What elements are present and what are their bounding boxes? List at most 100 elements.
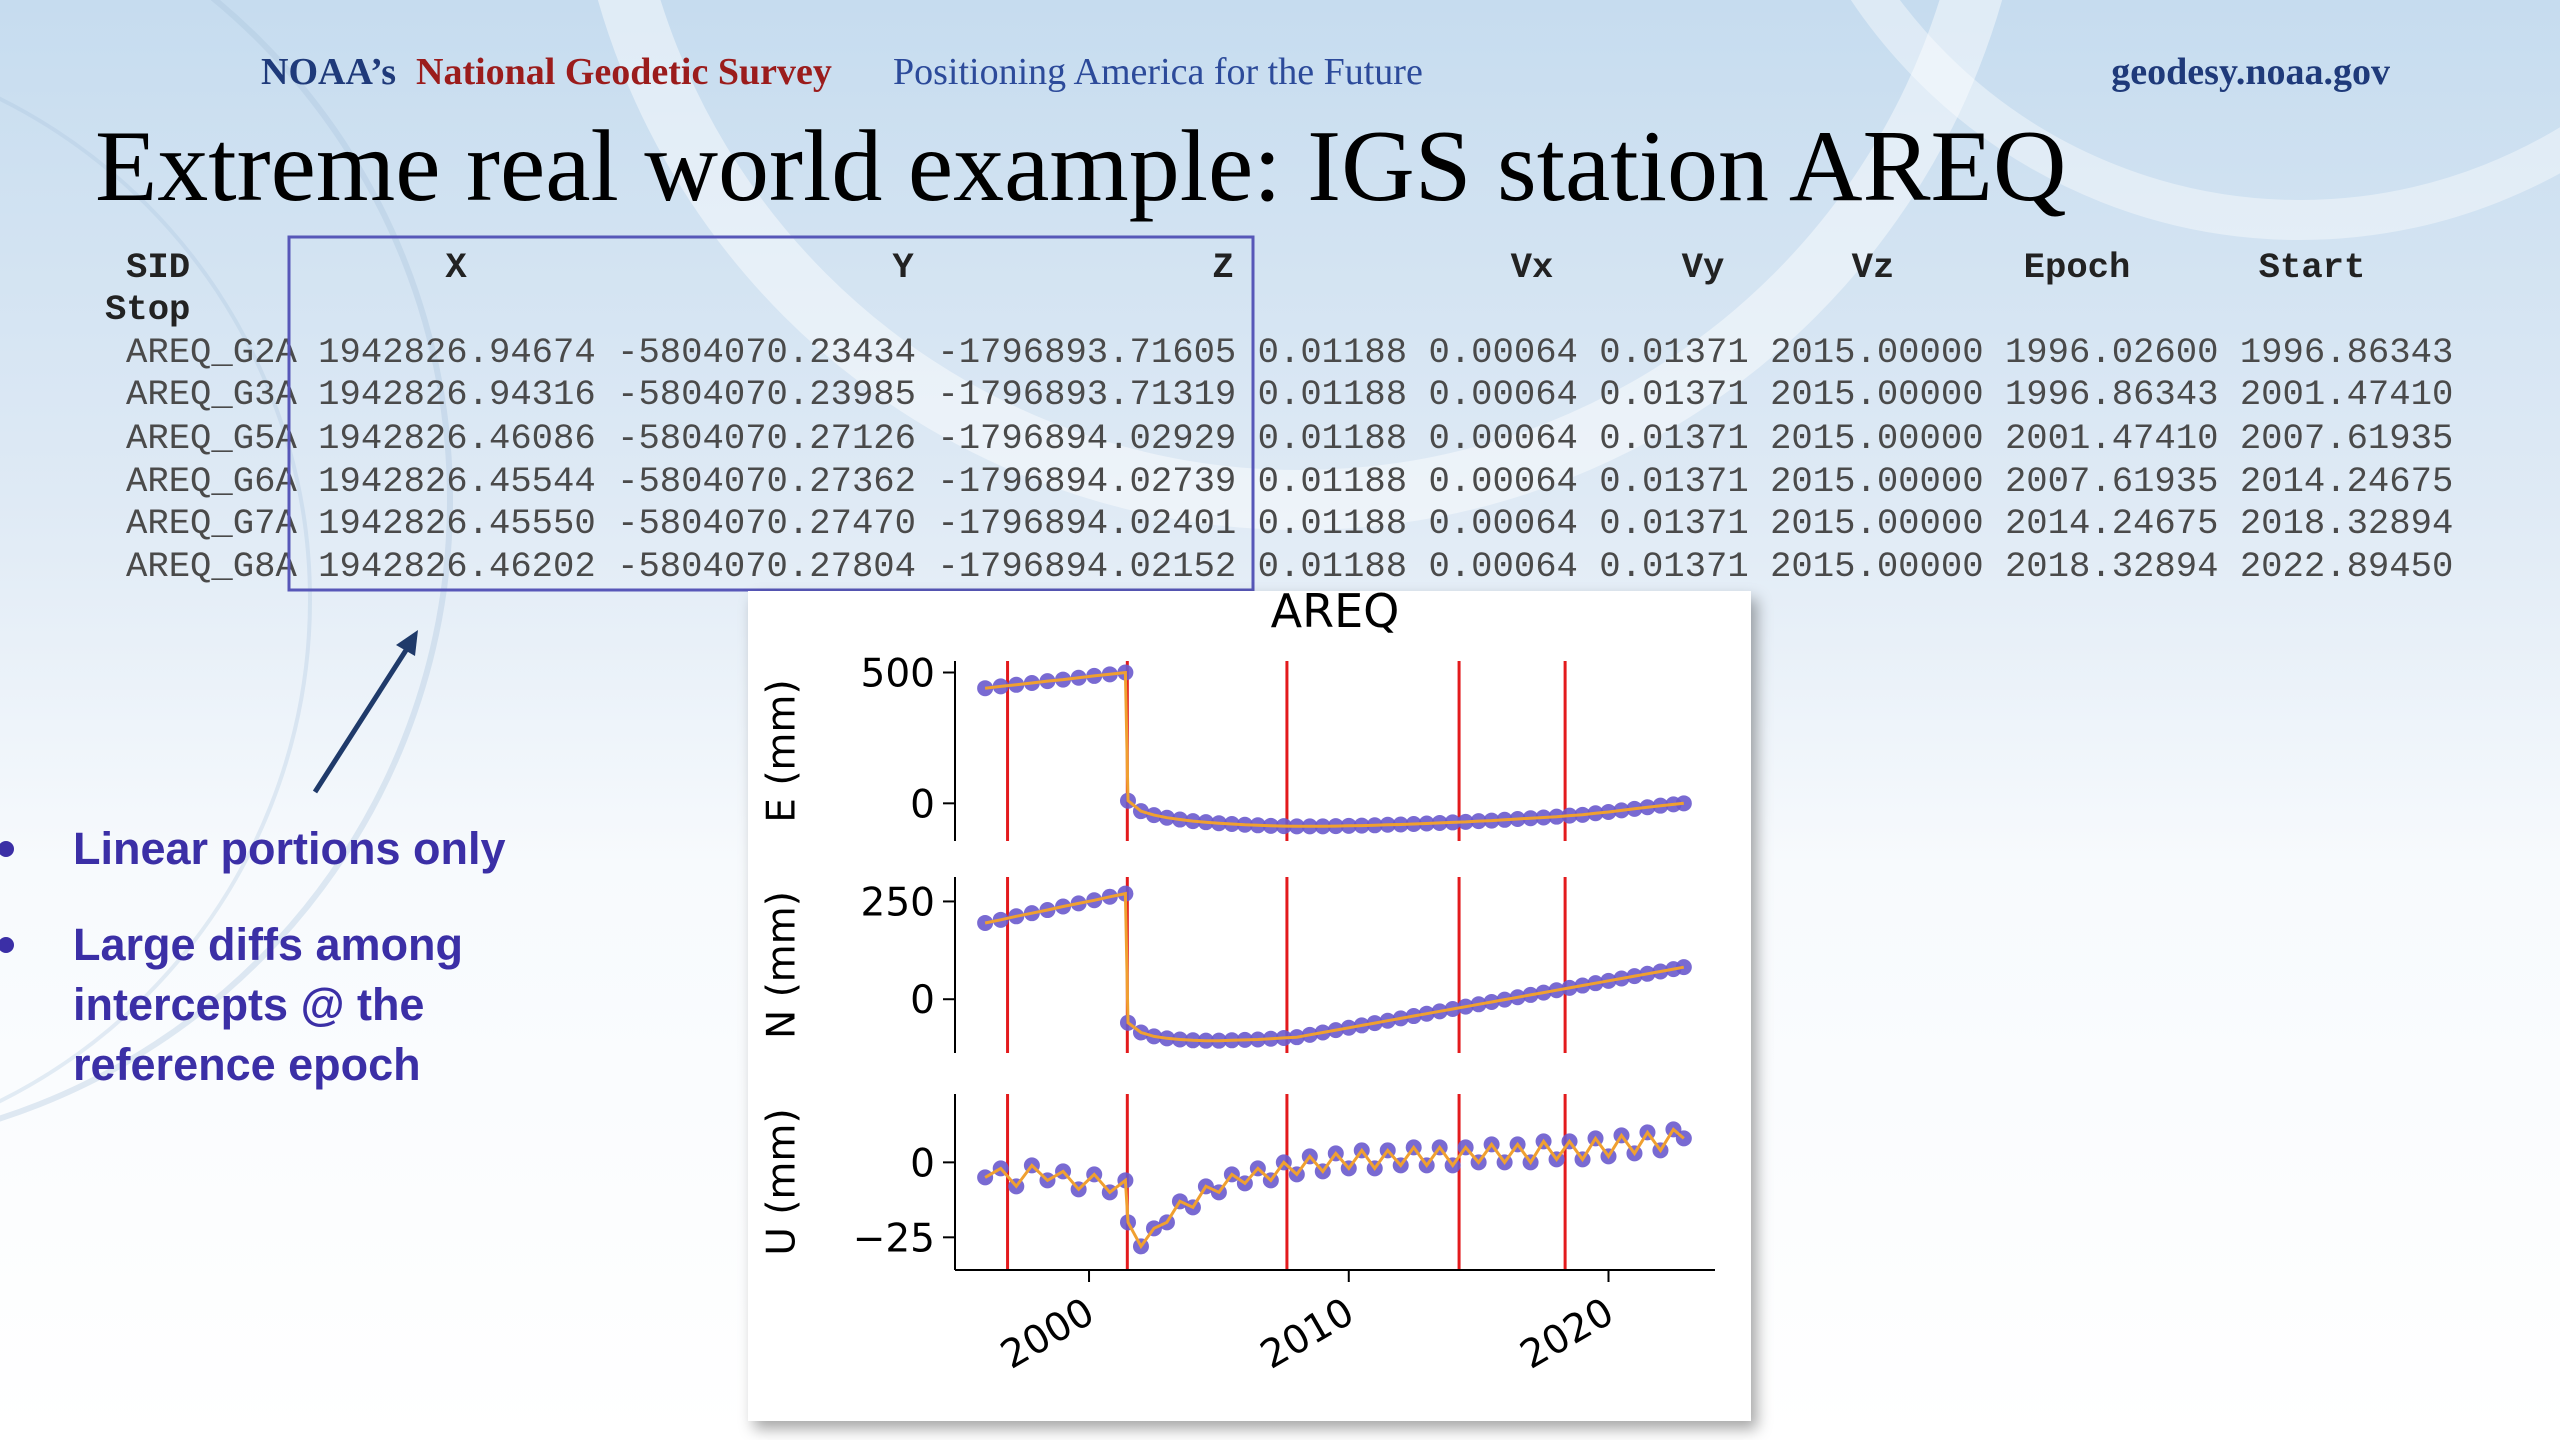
table-cell: -1796894.02739 — [937, 461, 1237, 502]
model-line — [984, 891, 1685, 1043]
y-axis-label: U (mm) — [760, 1108, 805, 1255]
bullet-dot — [0, 937, 14, 953]
table-cell: -1796894.02401 — [937, 503, 1237, 544]
y-tick-label: 0 — [910, 978, 935, 1023]
table-cell: 0.00064 — [1428, 461, 1578, 502]
table-cell: AREQ_G6A — [126, 461, 297, 502]
table-cell: 2007.61935 — [2004, 461, 2219, 502]
x-tick-label: 2020 — [1513, 1290, 1621, 1379]
table-cell: 1942826.46202 — [318, 546, 596, 587]
data-point — [1675, 795, 1692, 812]
table-cell: 2015.00000 — [1770, 546, 1984, 587]
table-cell: -5804070.27126 — [617, 418, 916, 459]
table-cell: 2018.32894 — [2239, 503, 2454, 544]
y-axis-label: N (mm) — [760, 891, 805, 1039]
table-cell: -1796894.02929 — [937, 418, 1237, 459]
table-row: AREQ_G5A 1942826.46086 -5804070.27126 -1… — [126, 419, 2453, 459]
table-row: AREQ_G8A 1942826.46202 -5804070.27804 -1… — [126, 547, 2453, 587]
y-tick-label: 0 — [910, 1141, 935, 1186]
table-cell: 0.01188 — [1257, 332, 1408, 373]
table-cell: 0.01371 — [1599, 332, 1749, 373]
bullet-dot — [0, 841, 14, 857]
table-cell: 0.01188 — [1257, 503, 1408, 544]
table-row: AREQ_G7A 1942826.45550 -5804070.27470 -1… — [126, 504, 2453, 544]
table-cell: -5804070.27362 — [617, 461, 916, 502]
table-cell: 2015.00000 — [1770, 461, 1984, 502]
arrow-head — [396, 630, 418, 656]
table-cell: 2014.24675 — [2239, 461, 2454, 502]
model-line — [984, 670, 1684, 828]
column-header: Vy — [1681, 247, 1725, 288]
table-cell: 2015.00000 — [1770, 374, 1984, 415]
column-header: Y — [892, 247, 914, 288]
chart: AREQ 0 500 E (mm) 0 250 N (mm) −25 0 U (mm) 2000 20… — [760, 584, 1715, 1379]
table-cell: 0.01371 — [1599, 418, 1749, 459]
table-cell: 0.01371 — [1599, 461, 1749, 502]
arrow — [312, 642, 413, 794]
table-cell: 0.01371 — [1599, 503, 1749, 544]
chart-image: AREQ 0 500 E (mm) 0 250 N (mm) −25 0 U (mm) 2000 20… — [748, 584, 1751, 1421]
column-header: Start — [2258, 247, 2366, 288]
table-cell: AREQ_G3A — [126, 374, 297, 415]
table-row: AREQ_G6A 1942826.45544 -5804070.27362 -1… — [126, 462, 2453, 502]
table-cell: 1942826.45544 — [318, 461, 596, 502]
tagline: Positioning America for the Future — [893, 51, 1423, 93]
table-cell: AREQ_G5A — [126, 418, 297, 459]
table-cell: AREQ_G2A — [126, 332, 297, 373]
column-header: Stop — [105, 289, 191, 330]
table-cell: 0.00064 — [1428, 503, 1578, 544]
y-tick-label: 250 — [861, 880, 935, 925]
table-cell: AREQ_G8A — [126, 546, 297, 587]
table-cell: 0.01188 — [1257, 418, 1408, 459]
site-url: geodesy.noaa.gov — [2111, 51, 2390, 93]
column-header: X — [445, 247, 467, 288]
table-cell: -5804070.27470 — [617, 503, 916, 544]
column-header: Vz — [1851, 247, 1895, 288]
brand: NOAA’s — [261, 51, 397, 93]
table-cell: 0.01188 — [1257, 546, 1408, 587]
x-tick-label: 2010 — [1253, 1290, 1361, 1379]
table-cell: 2001.47410 — [2004, 418, 2219, 459]
table-cell: 1942826.94674 — [318, 332, 596, 373]
table-cell: 2015.00000 — [1770, 332, 1984, 373]
table-cell: -1796893.71605 — [937, 332, 1237, 373]
table-cell: 0.01371 — [1599, 546, 1749, 587]
data-point — [1675, 959, 1692, 976]
y-tick-label: 0 — [910, 782, 935, 827]
model-line — [984, 1127, 1685, 1250]
table-cell: 1996.02600 — [2004, 332, 2219, 373]
table-cell: 2022.89450 — [2239, 546, 2454, 587]
table-cell: 1996.86343 — [2004, 374, 2219, 415]
table-cell: AREQ_G7A — [126, 503, 297, 544]
column-header: Epoch — [2023, 247, 2131, 288]
table-cell: 0.00064 — [1428, 546, 1578, 587]
table-cell: 0.01188 — [1257, 461, 1408, 502]
table-cell: 0.01371 — [1599, 374, 1749, 415]
column-header: Z — [1212, 247, 1234, 288]
table-cell: 0.01188 — [1257, 374, 1408, 415]
table-cell: 0.00064 — [1428, 418, 1578, 459]
table-cell: 2018.32894 — [2004, 546, 2219, 587]
table-cell: 1996.86343 — [2239, 332, 2454, 373]
table-cell: 2001.47410 — [2239, 374, 2454, 415]
table-row: AREQ_G3A 1942826.94316 -5804070.23985 -1… — [126, 375, 2453, 415]
table-cell: 0.00064 — [1428, 332, 1578, 373]
table-cell: 1942826.94316 — [318, 374, 596, 415]
table-cell: -1796893.71319 — [937, 374, 1237, 415]
table-cell: -5804070.27804 — [617, 546, 916, 587]
x-tick-label: 2000 — [994, 1290, 1102, 1379]
table-cell: 2015.00000 — [1770, 503, 1984, 544]
highlight-box — [287, 235, 1255, 592]
table-cell: 0.00064 — [1428, 374, 1578, 415]
table-cell: 2015.00000 — [1770, 418, 1984, 459]
bullet-text: Linear portions only — [73, 823, 506, 874]
column-header: SID — [126, 247, 191, 288]
table-cell: 2007.61935 — [2239, 418, 2454, 459]
table-cell: -1796894.02152 — [937, 546, 1237, 587]
column-header: Vx — [1510, 247, 1554, 288]
table-cell: 1942826.46086 — [318, 418, 596, 459]
bullet-text: Large diffs among intercepts @ the refer… — [73, 919, 464, 1090]
